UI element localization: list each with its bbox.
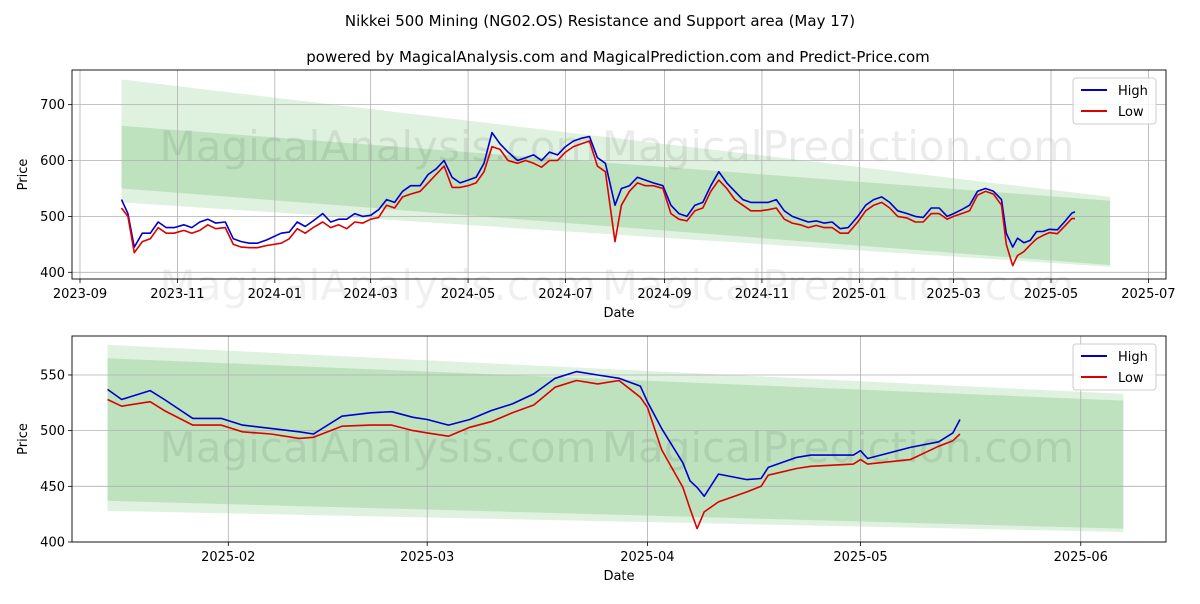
watermark-prediction: MagicalPrediction.com (602, 261, 1075, 310)
legend-label-high: High (1118, 350, 1148, 365)
x-tick-label: 2025-05 (833, 550, 887, 565)
chart-panel-1: MagicalAnalysis.com MagicalPrediction.com… (16, 69, 1176, 321)
x-axis-label: Date (603, 569, 634, 584)
x-tick-label: 2024-01 (248, 287, 302, 302)
x-tick-label: 2023-11 (150, 287, 204, 302)
x-tick-label: 2023-09 (53, 287, 107, 302)
chart-panel-2: MagicalAnalysis.com MagicalPrediction.com… (16, 335, 1167, 584)
legend: High Low (1072, 77, 1157, 125)
x-axis-label: Date (603, 306, 634, 321)
y-tick-label: 500 (40, 210, 65, 225)
watermark-prediction: MagicalPrediction.com (602, 122, 1075, 171)
x-tick-label: 2025-02 (201, 550, 255, 565)
x-tick-label: 2024-07 (538, 287, 592, 302)
legend-label-high: High (1118, 84, 1148, 99)
series-line-low (120, 140, 1075, 267)
series-line-high (120, 131, 1076, 248)
x-tick-label: 2025-01 (832, 287, 886, 302)
x-tick-label: 2024-05 (441, 287, 495, 302)
series-line-high (107, 370, 961, 498)
y-tick-label: 400 (40, 266, 65, 281)
y-tick-label: 700 (40, 98, 65, 113)
series-group (107, 370, 961, 530)
legend-label-low: Low (1118, 105, 1144, 120)
y-tick-label: 600 (40, 154, 65, 169)
x-tick-label: 2024-03 (343, 287, 397, 302)
plots: MagicalAnalysis.com MagicalPrediction.com… (16, 69, 1176, 584)
axes-frame (71, 335, 1167, 543)
axes-frame (71, 69, 1167, 280)
y-axis-label: Price (16, 159, 31, 191)
x-tick-label: 2025-06 (1054, 550, 1108, 565)
series-line-low (107, 379, 961, 530)
chart-title: Nikkei 500 Mining (NG02.OS) Resistance a… (345, 12, 855, 30)
y-tick-label: 500 (40, 424, 65, 439)
x-tick-label: 2025-05 (1024, 287, 1078, 302)
x-tick-label: 2025-03 (926, 287, 980, 302)
legend: High Low (1072, 343, 1157, 391)
x-tick-label: 2024-09 (637, 287, 691, 302)
series-group (120, 131, 1076, 267)
watermark-prediction: MagicalPrediction.com (602, 423, 1075, 472)
chart-subtitle: powered by MagicalAnalysis.com and Magic… (306, 48, 930, 66)
legend-label-low: Low (1118, 371, 1144, 386)
x-tick-label: 2024-11 (735, 287, 789, 302)
y-tick-label: 550 (40, 368, 65, 383)
watermark-analysis: MagicalAnalysis.com (160, 261, 597, 310)
watermark-analysis: MagicalAnalysis.com (160, 122, 597, 171)
y-tick-label: 400 (40, 536, 65, 551)
resistance-support-band-1 (121, 79, 1111, 267)
watermark-analysis: MagicalAnalysis.com (160, 423, 597, 472)
resistance-support-band-1 (107, 344, 1124, 532)
y-tick-label: 450 (40, 480, 65, 495)
x-tick-label: 2025-07 (1121, 287, 1175, 302)
y-axis-label: Price (16, 423, 31, 455)
x-tick-label: 2025-04 (620, 550, 674, 565)
x-tick-label: 2025-03 (400, 550, 454, 565)
